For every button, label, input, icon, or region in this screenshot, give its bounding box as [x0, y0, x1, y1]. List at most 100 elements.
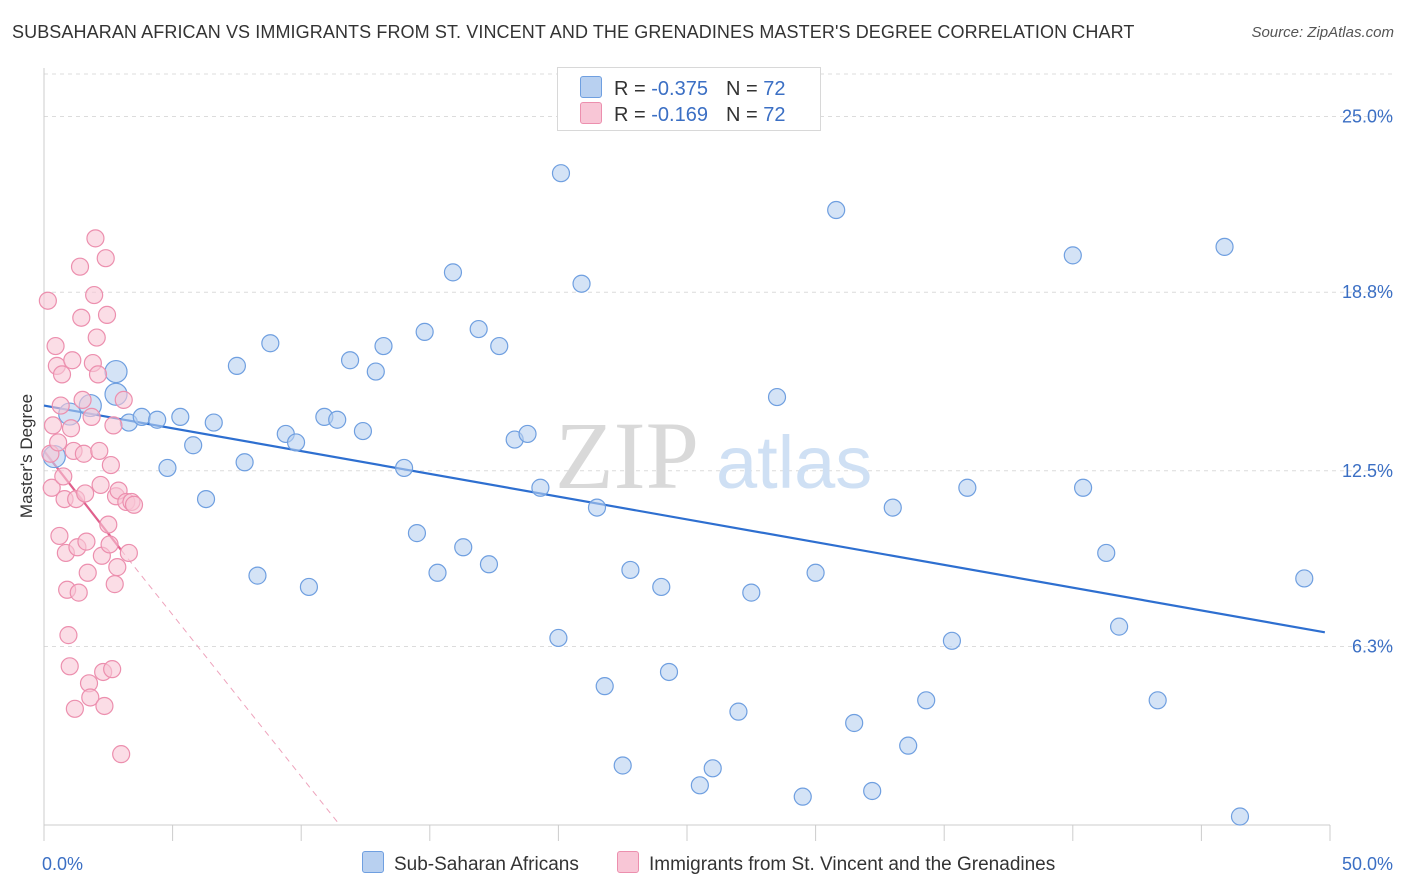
blue-data-point: [587, 498, 607, 517]
pink-data-point: [82, 407, 101, 427]
pink-data-point: [49, 433, 68, 452]
legend-n-label: N =: [725, 78, 764, 100]
x-tick-label: 50.0%: [1342, 854, 1393, 874]
blue-data-point: [353, 421, 373, 441]
pink-data-point: [63, 351, 82, 370]
x-tick-label: 0.0%: [42, 854, 83, 874]
pink-data-point: [90, 441, 109, 461]
blue-data-point: [742, 583, 761, 602]
pink-data-point: [103, 660, 122, 679]
pink-data-point: [81, 688, 100, 707]
blue-data-point: [227, 356, 246, 375]
blue-data-point: [845, 713, 864, 733]
blue-data-point: [454, 538, 473, 557]
y-tick-label: 12.5%: [1342, 461, 1393, 481]
blue-data-point: [204, 413, 223, 432]
pink-data-point: [72, 308, 91, 327]
pink-data-point: [101, 455, 120, 475]
pink-data-point: [38, 291, 57, 310]
legend-r-label: R =: [614, 78, 652, 100]
pink-data-point: [124, 495, 144, 514]
pink-data-point: [51, 396, 70, 415]
blue-data-point: [196, 489, 216, 509]
pink-data-point: [114, 390, 133, 410]
legend-r-label: R =: [614, 104, 652, 126]
blue-data-point: [235, 453, 254, 472]
blue-data-point: [184, 436, 203, 455]
blue-data-point: [286, 433, 306, 452]
legend-r-value: -0.169: [651, 104, 708, 126]
blue-data-point: [469, 319, 488, 339]
blue-data-point: [158, 458, 177, 478]
pink-data-point: [100, 535, 119, 554]
blue-data-point: [863, 781, 882, 801]
pink-data-point: [105, 575, 124, 594]
pink-data-point: [97, 305, 117, 324]
blue-data-point: [1109, 617, 1129, 636]
blue-data-point: [132, 407, 151, 427]
trend-line-extension: [120, 549, 341, 826]
legend-n-label: N =: [725, 104, 764, 126]
blue-data-point: [518, 424, 537, 444]
pink-data-point: [85, 285, 104, 305]
bottom-legend-blue: Sub-Saharan Africans: [362, 851, 579, 876]
pink-data-point: [59, 626, 78, 645]
blue-data-point: [883, 498, 902, 517]
blue-data-point: [443, 263, 463, 282]
blue-data-point: [659, 662, 679, 682]
blue-data-point: [171, 407, 190, 427]
blue-data-point: [479, 555, 499, 574]
pink-data-point: [65, 699, 84, 718]
legend-row-pink: R = -0.169 N = 72: [580, 102, 785, 126]
pink-data-point: [91, 475, 110, 495]
blue-data-point: [1063, 246, 1082, 265]
bottom-legend-label: Immigrants from St. Vincent and the Gren…: [649, 854, 1056, 875]
legend: R = -0.375 N = 72 R = -0.169 N = 72: [557, 67, 821, 131]
data-points: [38, 164, 1314, 826]
blue-data-point: [621, 560, 640, 580]
watermark: ZIP atlas: [555, 402, 872, 509]
blue-data-point: [806, 563, 825, 582]
pink-data-point: [77, 532, 96, 551]
blue-data-point: [827, 200, 846, 220]
blue-data-point: [428, 563, 447, 582]
blue-data-point: [490, 336, 509, 356]
blue-data-point: [1073, 478, 1093, 497]
blue-data-point: [148, 410, 167, 429]
y-tick-label: 6.3%: [1352, 636, 1393, 656]
axes: [43, 68, 1331, 841]
pink-data-point: [52, 365, 72, 384]
blue-data-point: [703, 759, 722, 778]
pink-data-point: [95, 696, 114, 716]
pink-data-point: [119, 543, 138, 563]
bottom-legend-pink: Immigrants from St. Vincent and the Gren…: [617, 851, 1055, 876]
blue-data-point: [394, 458, 414, 478]
tick-labels: 6.3% 12.5% 18.8% 25.0% 0.0% 50.0%: [42, 107, 1393, 874]
y-tick-label: 25.0%: [1342, 107, 1393, 127]
blue-data-point: [1097, 543, 1116, 563]
bottom-legend-swatch-blue: [362, 851, 384, 873]
legend-row-blue: R = -0.375 N = 72: [580, 76, 785, 100]
watermark-zip: ZIP: [555, 402, 699, 509]
pink-data-point: [69, 583, 88, 602]
watermark-atlas: atlas: [716, 421, 872, 504]
grid-lines: [44, 73, 1392, 647]
blue-data-point: [917, 691, 936, 710]
blue-data-point: [549, 628, 568, 648]
legend-swatch-pink: [580, 102, 602, 124]
blue-data-point: [374, 336, 393, 356]
pink-data-point: [70, 257, 90, 276]
blue-data-point: [958, 478, 977, 497]
blue-data-point: [690, 776, 709, 795]
pink-data-point: [50, 526, 69, 546]
pink-data-point: [73, 390, 92, 410]
pink-data-point: [46, 336, 65, 356]
pink-data-point: [108, 558, 127, 577]
legend-r-value: -0.375: [651, 78, 708, 100]
blue-data-point: [652, 577, 671, 597]
bottom-legend-swatch-pink: [617, 851, 639, 873]
blue-data-point: [415, 322, 434, 341]
legend-n-value: 72: [763, 104, 786, 126]
legend-swatch-blue: [580, 76, 602, 98]
blue-data-point: [899, 736, 918, 755]
